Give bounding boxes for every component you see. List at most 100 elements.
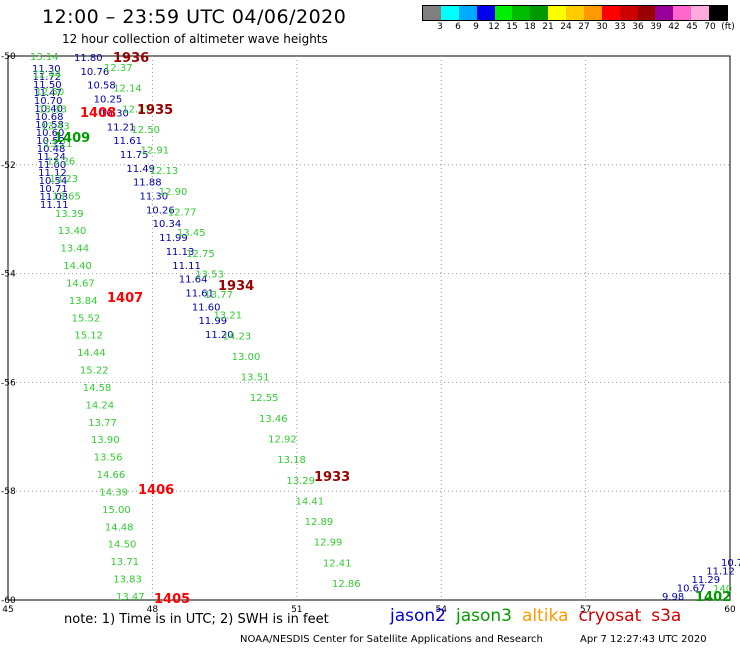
color-scale-label: 6	[455, 22, 461, 32]
jason3-track-value: 12.75	[186, 249, 215, 260]
jason2-track-value: 10.58	[87, 81, 116, 92]
jason2-track-value: 10.54	[39, 176, 68, 187]
jason2-track-value: 11.20	[205, 330, 234, 341]
satellite-name: jason2	[390, 606, 446, 626]
jason3-track-value: 12.86	[332, 579, 361, 590]
jason2-track-value: 11.11	[172, 261, 201, 272]
jason3-track-value: 12.99	[314, 538, 343, 549]
jason3-track-value: 13.71	[110, 557, 139, 568]
footer-note: note: 1) Time is in UTC; 2) SWH is in fe…	[64, 612, 329, 627]
satellite-name: s3a	[651, 606, 682, 626]
jason3-track-value: 13.77	[88, 418, 117, 429]
jason3-track-value: 15.00	[102, 505, 131, 516]
jason3-track-value: 13.23	[49, 174, 78, 185]
jason3-track-value: 14.67	[66, 278, 95, 289]
jason3-track-value: 13.84	[69, 296, 98, 307]
color-swatch	[530, 6, 549, 20]
jason3-track-value: 14.41	[296, 496, 325, 507]
jason3-track-value: 14.40	[63, 261, 92, 272]
jason3-track-value: 13.14	[30, 52, 59, 63]
y-tick-label: -58	[1, 487, 16, 497]
jason3-track-value: 13.29	[286, 476, 315, 487]
x-tick-label: 48	[147, 605, 159, 615]
x-tick-label: 54	[435, 605, 447, 615]
jason2-track-value: 10.34	[153, 219, 182, 230]
jason2-track-value: 11.24	[37, 152, 66, 163]
color-scale-label: 12	[488, 22, 500, 32]
color-swatch	[566, 6, 584, 20]
jason3-track-value: 12.13	[150, 166, 179, 177]
jason2-track-value: 11.13	[166, 247, 195, 258]
jason3-track-value: 13.33	[38, 104, 67, 115]
jason2-track-value: 11.61	[113, 136, 142, 147]
jason2-track-value: 10.76	[81, 67, 110, 78]
y-tick-label: -60	[1, 596, 16, 606]
jason2-track-value: 11.12	[706, 567, 735, 578]
color-scale-label: 24	[560, 22, 572, 32]
jason3-track-value: 13.46	[259, 414, 288, 425]
jason2-track-value: 10.67	[677, 584, 706, 595]
color-swatch	[655, 6, 674, 20]
y-tick-label: -50	[1, 52, 16, 62]
jason2-track-value: 10.26	[146, 205, 175, 216]
jason3-track-value: 14.58	[83, 383, 112, 394]
footer-timestamp: Apr 7 12:27:43 UTC 2020	[580, 634, 707, 645]
jason3-track-value: 13.43	[41, 122, 70, 133]
jason2-track-value: 11.60	[192, 302, 221, 313]
jason3-track-value: 13.40	[58, 226, 87, 237]
color-swatch	[423, 6, 441, 20]
jason2-track-value: 11.11	[40, 200, 69, 211]
jason2-track-value: 10.60	[36, 128, 65, 139]
jason3-track-value: 12.37	[104, 63, 133, 74]
color-swatch	[637, 6, 656, 20]
jason2-track-value: 11.80	[74, 53, 103, 64]
jason2-track-value: 10.25	[94, 95, 123, 106]
color-swatch	[476, 6, 495, 20]
jason2-track-value: 11.64	[179, 275, 208, 286]
pass-time-label: 1409	[54, 131, 90, 146]
color-swatch	[548, 6, 566, 20]
x-tick-label: 57	[580, 605, 591, 615]
jason2-track-value: 11.61	[185, 288, 214, 299]
jason2-track-value: 11.88	[133, 178, 162, 189]
color-scale-labels: 3 6 9 12 15 18 21 24 27 30 33 36 39 42 45 70 (ft)	[422, 21, 735, 33]
color-scale-label: 42	[668, 22, 680, 32]
jason3-track-value: 14.44	[77, 348, 106, 359]
jason3-track-value: 13.47	[116, 592, 145, 603]
jason2-track-value: 11.99	[159, 233, 188, 244]
color-scale-label: 21	[542, 22, 554, 32]
jason3-track-value: 15.52	[72, 313, 101, 324]
jason2-track-value: 11.03	[40, 192, 69, 203]
satellite-name: jason3	[456, 606, 512, 626]
jason3-track-value: 15.22	[80, 366, 109, 377]
jason2-track-value: 10.71	[39, 184, 68, 195]
color-scale-label: 18	[524, 22, 536, 32]
color-swatch	[673, 6, 692, 20]
jason3-track-value: 13.65	[52, 191, 81, 202]
jason3-track-value: 13.00	[232, 352, 261, 363]
jason2-track-value: 11.72	[32, 72, 61, 83]
color-scale-label: 27	[578, 22, 590, 32]
jason3-track-value: 13.18	[277, 455, 306, 466]
color-swatch	[494, 6, 513, 20]
jason2-track-value: 11.21	[107, 122, 136, 133]
map-frame	[7, 55, 731, 601]
jason2-track-value: 10.40	[34, 104, 63, 115]
jason3-track-value: 14.66	[97, 470, 126, 481]
color-swatch	[691, 6, 709, 20]
jason3-track-value: 13.77	[204, 290, 233, 301]
footer-credit: NOAA/NESDIS Center for Satellite Applica…	[240, 634, 543, 645]
jason3-track-value: 12.92	[268, 435, 297, 446]
jason3-track-value: 15.12	[74, 331, 103, 342]
color-swatch	[512, 6, 531, 20]
y-tick-label: -56	[1, 378, 16, 388]
pass-time-label: 1405	[154, 592, 190, 607]
jason3-track-value: 13.56	[94, 453, 123, 464]
jason2-track-value: 11.75	[120, 150, 149, 161]
jason3-track-value: 13.53	[195, 269, 224, 280]
jason2-track-value: 11.99	[198, 316, 227, 327]
color-scale-legend: 3 6 9 12 15 18 21 24 27 30 33 36 39 42 45 70 (ft)	[422, 5, 735, 33]
jason3-track-value: 14.50	[108, 540, 137, 551]
color-scale-label: 15	[506, 22, 518, 32]
